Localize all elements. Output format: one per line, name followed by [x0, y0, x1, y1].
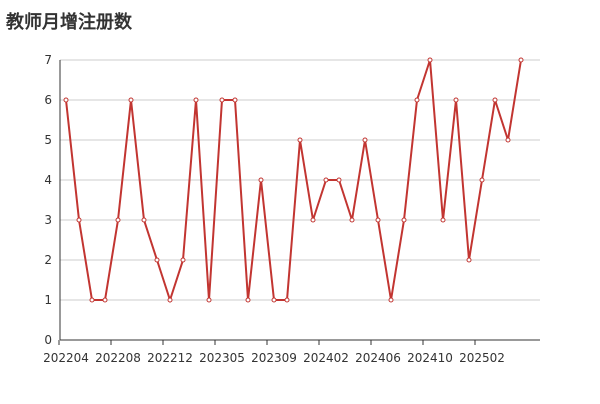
point — [401, 217, 407, 223]
x-tick-label: 202410 — [407, 351, 453, 365]
point — [245, 297, 251, 303]
x-tick-label: 202204 — [43, 351, 89, 365]
y-tick-label: 5 — [44, 133, 52, 147]
point — [193, 97, 199, 103]
point — [297, 137, 303, 143]
x-tick-label: 202402 — [303, 351, 349, 365]
point — [479, 177, 485, 183]
y-tick-label: 2 — [44, 253, 52, 267]
point — [375, 217, 381, 223]
point — [440, 217, 446, 223]
y-tick-label: 3 — [44, 213, 52, 227]
point — [180, 257, 186, 263]
point — [492, 97, 498, 103]
x-tick-label: 202208 — [95, 351, 141, 365]
point — [518, 57, 524, 63]
point — [336, 177, 342, 183]
point — [453, 97, 459, 103]
point — [219, 97, 225, 103]
y-tick-label: 4 — [44, 173, 52, 187]
point — [271, 297, 277, 303]
point — [388, 297, 394, 303]
point — [63, 97, 69, 103]
y-tick-label: 6 — [44, 93, 52, 107]
y-tick-label: 0 — [44, 333, 52, 347]
point — [232, 97, 238, 103]
point — [89, 297, 95, 303]
x-tick-label: 202305 — [199, 351, 245, 365]
chart-title: 教师月增注册数 — [6, 11, 133, 33]
point — [76, 217, 82, 223]
point — [258, 177, 264, 183]
x-tick-label: 202406 — [355, 351, 401, 365]
point — [206, 297, 212, 303]
point — [323, 177, 329, 183]
point — [466, 257, 472, 263]
point — [505, 137, 511, 143]
point — [128, 97, 134, 103]
point — [349, 217, 355, 223]
y-tick-label: 1 — [44, 293, 52, 307]
point — [427, 57, 433, 63]
point — [141, 217, 147, 223]
x-tick-label: 202212 — [147, 351, 193, 365]
point — [284, 297, 290, 303]
x-tick-label: 202309 — [251, 351, 297, 365]
point — [154, 257, 160, 263]
x-tick-label: 202502 — [459, 351, 505, 365]
point — [115, 217, 121, 223]
line — [65, 59, 522, 304]
y-tick-label: 7 — [44, 53, 52, 67]
point — [414, 97, 420, 103]
point — [310, 217, 316, 223]
point — [362, 137, 368, 143]
point — [167, 297, 173, 303]
point — [102, 297, 108, 303]
